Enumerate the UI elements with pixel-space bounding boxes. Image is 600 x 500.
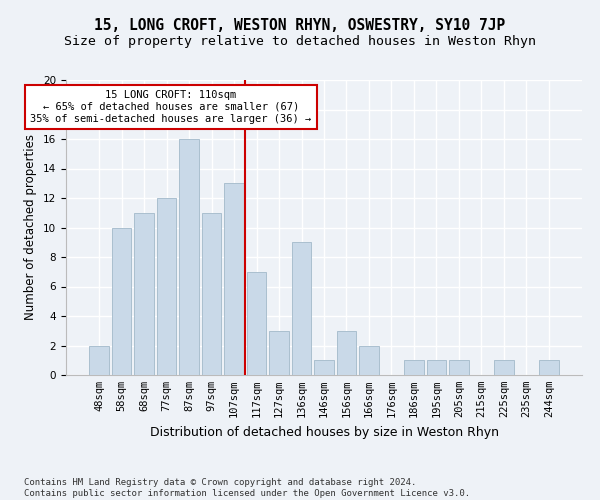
Bar: [89, 346, 109, 375]
Y-axis label: Number of detached properties: Number of detached properties: [25, 134, 37, 320]
Bar: [224, 183, 244, 375]
Bar: [292, 242, 311, 375]
Bar: [202, 213, 221, 375]
Bar: [157, 198, 176, 375]
Bar: [179, 139, 199, 375]
Bar: [449, 360, 469, 375]
Text: Contains HM Land Registry data © Crown copyright and database right 2024.
Contai: Contains HM Land Registry data © Crown c…: [24, 478, 470, 498]
Text: 15, LONG CROFT, WESTON RHYN, OSWESTRY, SY10 7JP: 15, LONG CROFT, WESTON RHYN, OSWESTRY, S…: [94, 18, 506, 32]
Bar: [314, 360, 334, 375]
Bar: [427, 360, 446, 375]
X-axis label: Distribution of detached houses by size in Weston Rhyn: Distribution of detached houses by size …: [149, 426, 499, 438]
Bar: [269, 331, 289, 375]
Bar: [247, 272, 266, 375]
Bar: [337, 331, 356, 375]
Bar: [112, 228, 131, 375]
Bar: [404, 360, 424, 375]
Bar: [359, 346, 379, 375]
Bar: [134, 213, 154, 375]
Text: 15 LONG CROFT: 110sqm
← 65% of detached houses are smaller (67)
35% of semi-deta: 15 LONG CROFT: 110sqm ← 65% of detached …: [31, 90, 311, 124]
Bar: [494, 360, 514, 375]
Bar: [539, 360, 559, 375]
Text: Size of property relative to detached houses in Weston Rhyn: Size of property relative to detached ho…: [64, 35, 536, 48]
